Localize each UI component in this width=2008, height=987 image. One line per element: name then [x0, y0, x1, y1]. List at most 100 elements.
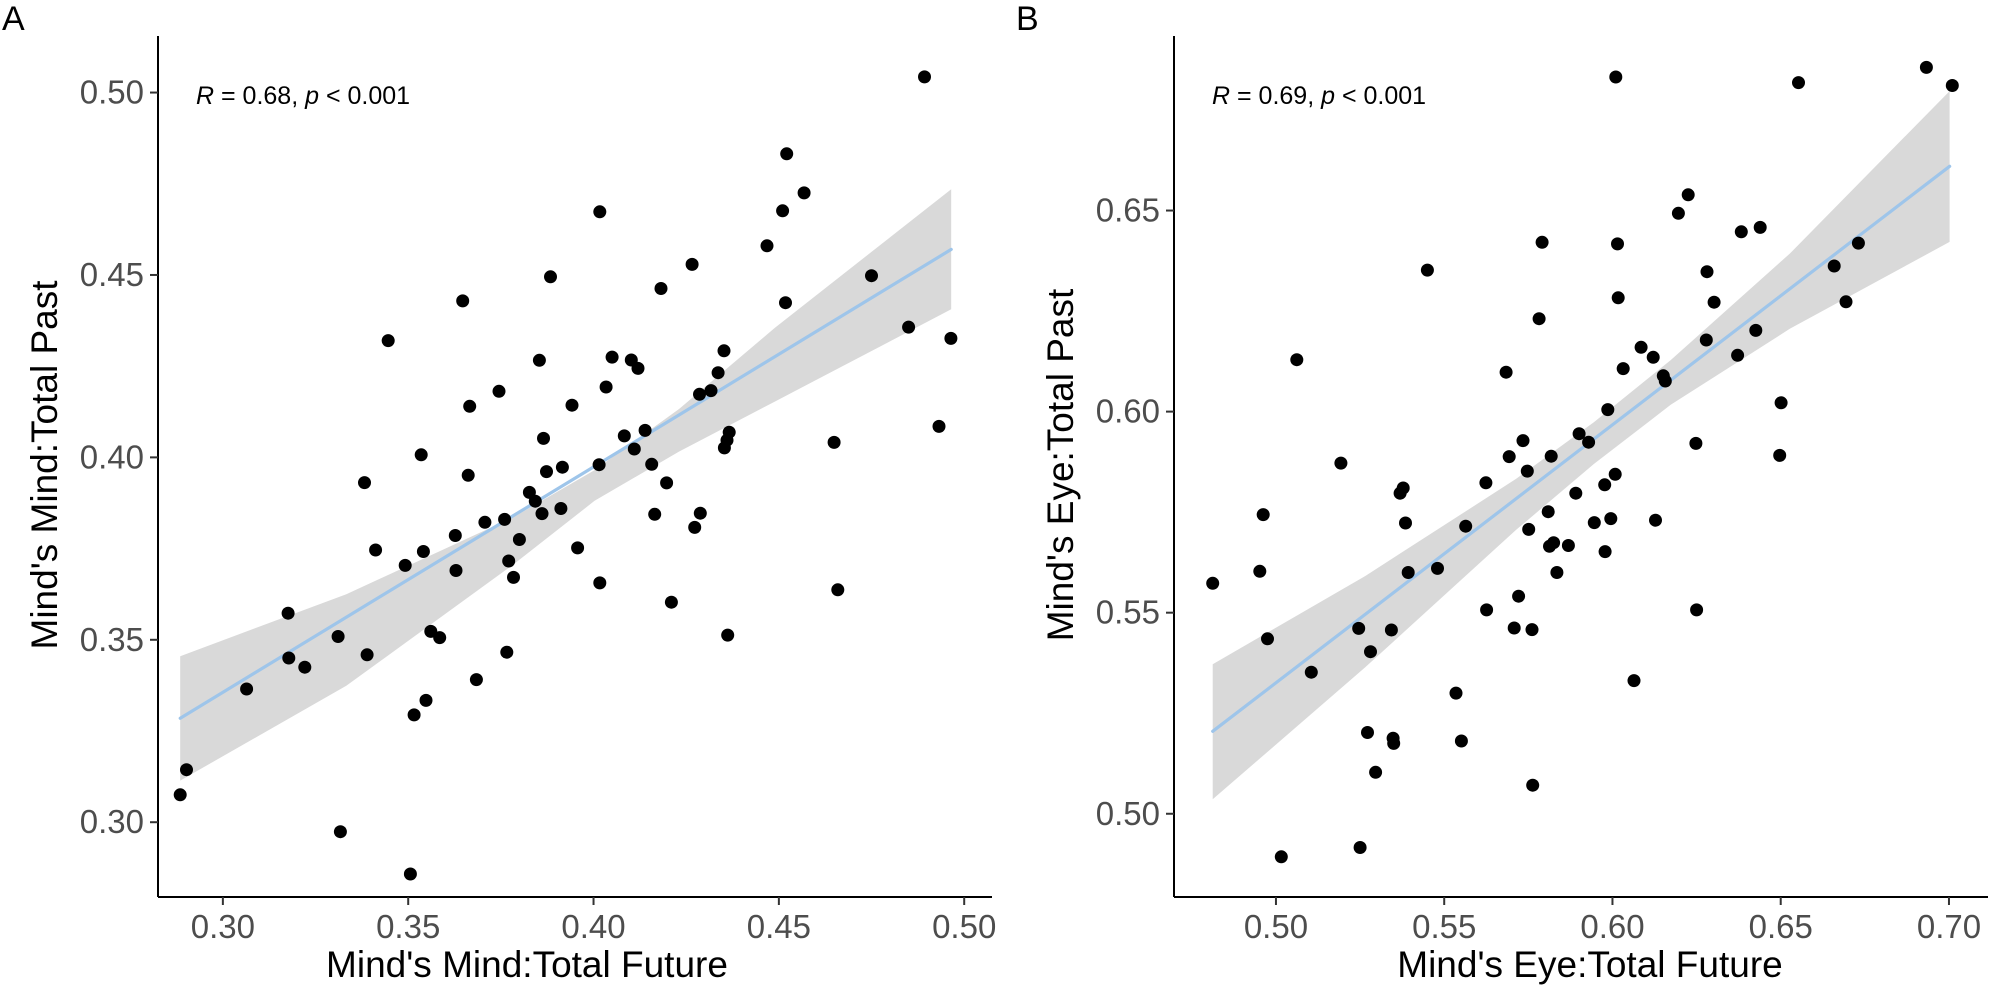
panel-a-data-point — [593, 205, 607, 219]
panel-b-data-point — [1608, 467, 1622, 481]
panel-b-r-symbol: R — [1212, 82, 1230, 110]
panel-a-correlation-annotation: R = 0.68, p < 0.001 — [196, 82, 410, 110]
panel-a-data-point — [571, 541, 585, 555]
panel-b-data-point — [1699, 333, 1713, 347]
panel-b-data-point — [1690, 603, 1704, 617]
panel-b-data-point — [1512, 589, 1526, 603]
panel-a-data-point — [721, 628, 735, 642]
panel-a-data-point — [932, 419, 946, 433]
panel-b-data-point — [1707, 295, 1721, 309]
panel-b: B 0.50 0.55 0.60 0.65 0.70 0.50 0.55 0.60 0.65 R… — [1016, 0, 1988, 985]
panel-a-x-tick-label: 0.40 — [561, 908, 625, 945]
panel-a-data-point — [500, 645, 514, 659]
panel-a-data-point — [398, 558, 412, 572]
panel-b-data-point — [1749, 323, 1763, 337]
panel-b-data-point — [1658, 374, 1672, 388]
panel-a-data-point — [693, 506, 707, 520]
panel-a-data-point — [688, 520, 702, 534]
panel-b-data-point — [1256, 508, 1270, 522]
panel-a-data-point — [565, 398, 579, 412]
panel-a-data-point — [173, 788, 187, 802]
panel-a-data-point — [779, 296, 792, 310]
panel-b-data-point — [1387, 736, 1401, 750]
panel-a-y-axis-title: Mind's Mind:Total Past — [24, 280, 65, 650]
panel-a-data-point — [535, 507, 549, 521]
panel-b-data-point — [1547, 536, 1561, 550]
panel-b-data-point — [1525, 623, 1539, 637]
panel-b-data-point — [1499, 365, 1513, 379]
panel-a-data-point — [333, 825, 347, 839]
panel-a-data-point — [331, 630, 345, 643]
panel-b-x-tick-label: 0.60 — [1580, 908, 1644, 945]
panel-b-data-point — [1646, 350, 1660, 364]
panel-a-y-tick-label: 0.40 — [80, 438, 144, 475]
panel-b-data-point — [1569, 486, 1583, 500]
panel-b-data-point — [1520, 464, 1534, 478]
panel-b-data-point — [1731, 348, 1745, 362]
panel-b-data-point — [1681, 188, 1695, 202]
panel-b-x-tick-label: 0.55 — [1412, 908, 1476, 945]
panel-a-data-point — [512, 533, 526, 546]
panel-b-data-point — [1532, 312, 1546, 326]
panel-a-regression-line — [178, 247, 953, 720]
panel-b-data-point — [1290, 353, 1304, 367]
panel-a-y-tick-label: 0.30 — [80, 803, 144, 840]
panel-b-data-point — [1480, 603, 1494, 617]
panel-a-data-point — [469, 673, 483, 687]
panel-a-data-point — [282, 651, 296, 665]
panel-b-data-point — [1609, 70, 1623, 84]
panel-b-data-point — [1274, 850, 1288, 864]
panel-b-x-tick-label: 0.50 — [1244, 908, 1308, 945]
panel-b-data-point — [1479, 476, 1493, 490]
panel-b-data-point — [1611, 291, 1625, 305]
panel-a-data-point — [456, 294, 470, 308]
panel-a-data-point — [631, 361, 645, 375]
panel-b-data-point — [1627, 674, 1641, 688]
panel-b-data-point — [1919, 60, 1933, 74]
panel-a-data-point — [722, 425, 736, 439]
panel-b-data-point — [1261, 632, 1274, 646]
panel-b-data-point — [1945, 79, 1959, 92]
panel-b-data-point — [1352, 621, 1366, 635]
panel-a-x-tick-label: 0.30 — [191, 908, 255, 945]
panel-a: A 0.30 0.35 0.40 0.45 0.50 0.30 0.35 0.40 0.45 0.… — [2, 0, 996, 985]
panel-a-x-tick-label: 0.50 — [932, 908, 996, 945]
panel-a-data-point — [463, 399, 477, 413]
panel-b-data-point — [1544, 449, 1558, 463]
panel-a-data-point — [461, 468, 475, 482]
panel-b-data-point — [1827, 259, 1841, 273]
panel-a-data-point — [627, 442, 641, 456]
panel-a-data-point — [797, 186, 811, 200]
panel-b-data-point — [1572, 427, 1586, 441]
panel-b-data-point — [1671, 206, 1685, 220]
panel-a-data-point — [498, 512, 512, 526]
panel-b-data-point — [1598, 545, 1612, 559]
panel-a-r-symbol: R — [196, 82, 214, 110]
panel-a-data-point — [544, 270, 557, 284]
panel-b-x-axis-title: Mind's Eye:Total Future — [1397, 944, 1782, 985]
panel-b-data-point — [1522, 522, 1536, 536]
panel-a-data-point — [528, 494, 542, 508]
panel-b-data-point — [1253, 564, 1267, 578]
panel-b-label: B — [1016, 0, 1039, 38]
panel-a-data-point — [704, 384, 718, 398]
panel-b-data-point — [1396, 481, 1410, 495]
panel-b-data-point — [1774, 396, 1788, 410]
panel-b-data-point — [1601, 403, 1615, 417]
panel-a-data-point — [827, 435, 841, 449]
panel-a-data-point — [617, 429, 631, 443]
panel-b-data-point — [1401, 566, 1415, 579]
panel-b-data-point — [1561, 539, 1575, 552]
panel-a-data-point — [478, 515, 492, 529]
panel-b-data-point — [1689, 436, 1703, 450]
panel-a-data-point — [648, 507, 662, 521]
panel-b-data-point — [1516, 434, 1530, 448]
panel-a-data-point — [664, 595, 678, 609]
panel-a-data-point — [419, 693, 433, 707]
panel-a-label: A — [2, 0, 25, 38]
panel-a-data-point — [358, 476, 371, 490]
panel-b-data-point — [1753, 220, 1767, 234]
panel-b-data-point — [1369, 765, 1383, 779]
panel-a-data-point — [780, 147, 794, 161]
